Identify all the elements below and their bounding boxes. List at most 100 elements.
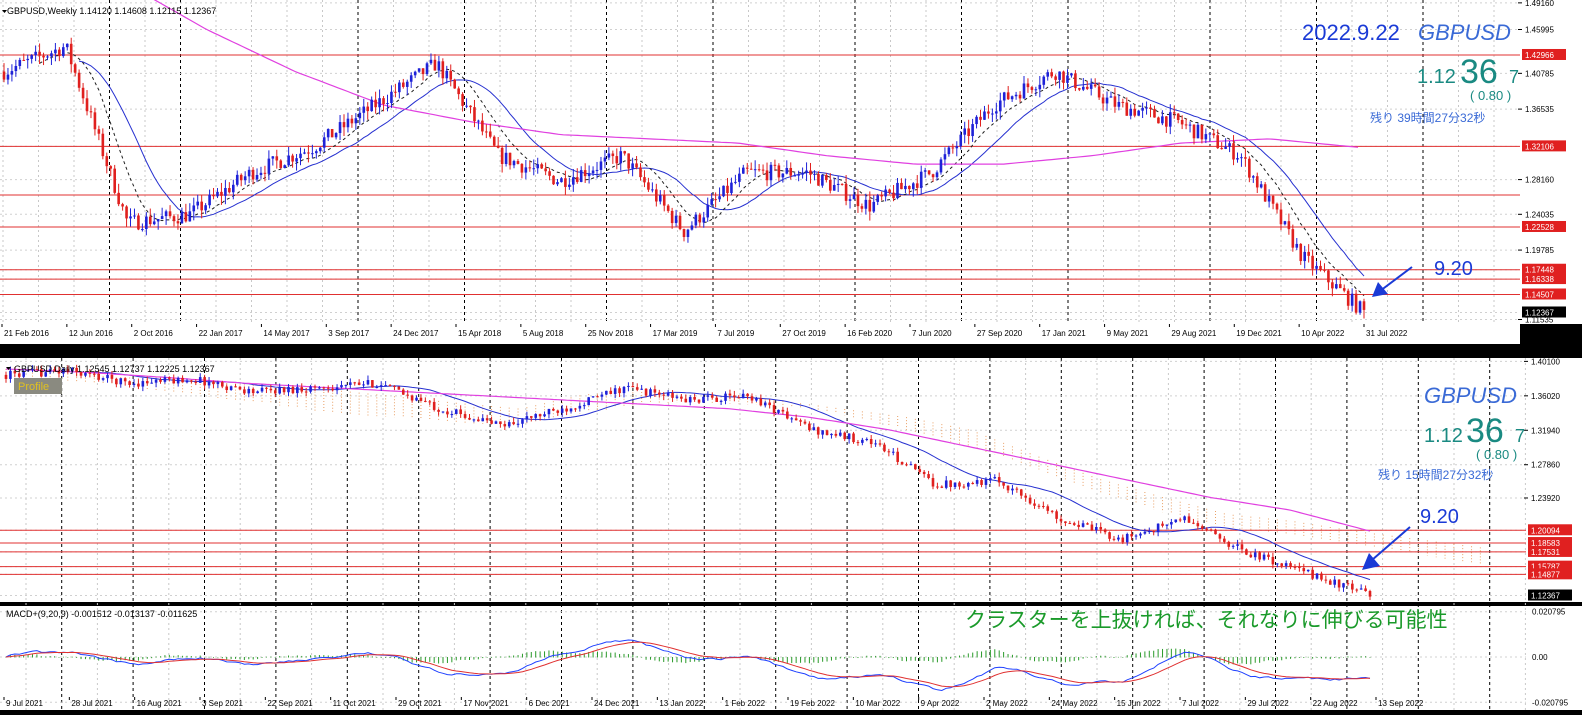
- candle-body: [468, 417, 471, 420]
- candle-body: [1291, 229, 1295, 248]
- candle-body: [543, 414, 546, 417]
- weekly-candle: [156, 219, 160, 230]
- daily-candle: [1298, 562, 1301, 572]
- weekly-candle: [180, 207, 184, 224]
- weekly-candle: [1200, 124, 1204, 144]
- daily-candle: [746, 393, 749, 400]
- candle-body: [504, 152, 508, 164]
- candle-body: [737, 397, 741, 399]
- weekly-plot-area[interactable]: [0, 0, 1520, 324]
- candle-body: [750, 396, 754, 401]
- candle-body: [714, 199, 717, 201]
- candle-body: [208, 194, 211, 206]
- weekly-candle: [1331, 279, 1334, 297]
- daily-price-flag: [1528, 568, 1572, 580]
- weekly-candle: [528, 160, 532, 172]
- candle-body: [121, 204, 124, 207]
- weekly-candle: [1283, 220, 1287, 226]
- candle-body: [1200, 124, 1204, 140]
- candle-body: [847, 433, 851, 440]
- daily-header: GBPUSD,Daily 1.12545 1.12737 1.12225 1.1…: [14, 364, 215, 374]
- candle-body: [1059, 518, 1063, 522]
- candle-body: [789, 167, 793, 176]
- candle-body: [1232, 143, 1235, 160]
- candle-body: [194, 381, 198, 383]
- daily-candle: [1258, 550, 1261, 563]
- weekly-candle: [662, 190, 666, 212]
- candle-body: [1303, 251, 1306, 262]
- daily-collapse-icon[interactable]: [6, 367, 11, 370]
- daily-date-label: 7 Jul 2022: [1182, 699, 1219, 708]
- candle-body: [441, 411, 445, 413]
- candle-body: [1331, 282, 1334, 289]
- daily-candle: [940, 485, 944, 489]
- weekly-candle: [722, 185, 725, 198]
- candle-body: [378, 98, 381, 108]
- candle-body: [1284, 563, 1288, 566]
- candle-body: [494, 421, 498, 424]
- weekly-candle: [168, 205, 172, 219]
- candle-body: [719, 400, 723, 402]
- daily-candle: [220, 380, 224, 389]
- daily-candle: [883, 442, 886, 453]
- candle-body: [852, 194, 856, 200]
- weekly-candle: [888, 188, 891, 195]
- candle-body: [658, 195, 662, 202]
- candle-body: [503, 424, 507, 427]
- daily-candle: [70, 366, 74, 374]
- candle-body: [449, 70, 453, 80]
- candle-body: [640, 388, 643, 390]
- candle-body: [722, 185, 725, 197]
- daily-candle: [1165, 524, 1169, 530]
- weekly-date-label: 17 Mar 2019: [653, 329, 698, 338]
- weekly-candle: [101, 128, 105, 160]
- daily-candle: [697, 399, 701, 404]
- daily-candle: [949, 479, 952, 492]
- candle-body: [445, 70, 449, 79]
- daily-date-label: 17 Nov 2021: [463, 699, 509, 708]
- daily-price-flag: [1528, 537, 1572, 549]
- weekly-candle: [307, 145, 310, 163]
- weekly-candle: [322, 132, 326, 153]
- weekly-candle: [991, 108, 994, 122]
- weekly-annotation-label: 9.20: [1434, 258, 1473, 280]
- candle-body: [596, 396, 599, 398]
- daily-plot-area[interactable]: [0, 358, 1526, 602]
- candle-body: [742, 167, 745, 174]
- daily-annotation-arrow-icon: [1362, 526, 1411, 570]
- weekly-candle: [655, 183, 658, 207]
- weekly-candle: [1157, 116, 1160, 124]
- weekly-collapse-icon[interactable]: [2, 10, 7, 13]
- profile-badge[interactable]: [14, 378, 62, 394]
- panel-separator[interactable]: [0, 344, 1582, 358]
- daily-candle: [852, 431, 855, 444]
- weekly-candle: [757, 164, 761, 172]
- weekly-candle: [651, 182, 654, 193]
- candle-body: [1276, 563, 1279, 565]
- weekly-candle: [939, 157, 943, 175]
- candle-body: [734, 181, 737, 183]
- candle-body: [309, 386, 312, 392]
- subwindow-separator[interactable]: [0, 602, 1582, 606]
- weekly-date-label: 31 Jul 2022: [1366, 329, 1408, 338]
- candle-body: [128, 381, 131, 385]
- candle-body: [883, 444, 886, 452]
- daily-candle: [1209, 528, 1213, 532]
- candle-body: [865, 438, 869, 440]
- daily-candle: [1267, 552, 1270, 560]
- daily-candle: [653, 385, 657, 398]
- daily-candle: [1143, 528, 1147, 535]
- candle-body: [698, 214, 702, 223]
- candle-body: [79, 372, 83, 376]
- daily-candle: [635, 383, 639, 392]
- daily-candle: [1095, 523, 1098, 534]
- candle-body: [912, 183, 915, 190]
- candle-body: [1311, 255, 1314, 269]
- daily-candle: [132, 379, 136, 388]
- weekly-candle: [734, 174, 737, 185]
- candle-body: [1358, 301, 1362, 313]
- weekly-candle: [1358, 300, 1362, 315]
- weekly-candle: [1030, 86, 1034, 94]
- candle-body: [353, 382, 357, 384]
- daily-candle: [1262, 552, 1266, 561]
